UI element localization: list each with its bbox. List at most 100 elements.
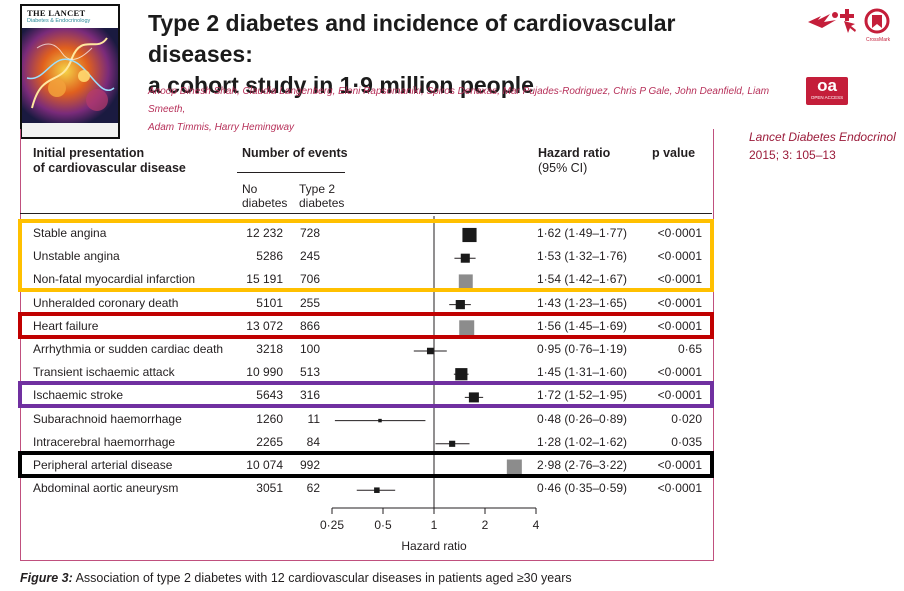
row-hazard-ratio-ci: 1·53 (1·32–1·76) <box>537 249 628 264</box>
row-type2-events: 513 <box>299 365 320 380</box>
cover-masthead-subtitle: Diabetes & Endocrinology <box>27 18 91 24</box>
row-hazard-ratio-ci: 0·95 (0·76–1·19) <box>537 342 628 356</box>
x-tick-label: 0·5 <box>374 518 392 532</box>
hazard-ratio-marker <box>462 227 477 243</box>
cover-artwork <box>22 28 118 123</box>
row-no-diabetes-events: 10 990 <box>246 365 283 380</box>
forest-row-unheralded-coronary-death <box>449 300 471 310</box>
hazard-ratio-marker <box>459 320 475 336</box>
article-title-line2: a cohort study in 1·9 million people <box>148 72 534 98</box>
row-p-value: <0·0001 <box>657 226 702 240</box>
cover-masthead: THE LANCET Diabetes & Endocrinology <box>22 6 118 28</box>
forest-plot-marks <box>334 227 522 493</box>
row-type2-events: 992 <box>299 458 320 472</box>
header-hr-line1: Hazard ratio <box>538 146 611 160</box>
highlight-heart-failure <box>18 311 714 339</box>
row-no-diabetes-events: 1260 <box>256 411 283 426</box>
forest-row-non-fatal-myocardial-infarction <box>458 274 473 289</box>
forest-row-heart-failure <box>459 320 475 336</box>
header-events-rule <box>237 172 345 173</box>
forest-row-abdominal-aortic-aneurysm <box>356 487 396 493</box>
hazard-ratio-marker <box>506 459 522 475</box>
forest-row-unstable-angina <box>454 253 476 263</box>
row-type2-events: 316 <box>299 388 320 403</box>
row-p-value: <0·0001 <box>657 249 702 264</box>
row-type2-events: 255 <box>299 295 320 310</box>
hazard-ratio-marker <box>449 440 456 447</box>
row-p-value: <0·0001 <box>657 388 702 403</box>
crossmark-label: CrossMark <box>866 37 891 43</box>
highlight-peripheral <box>18 451 714 478</box>
header-initial-presentation: Initial presentation of cardiovascular d… <box>33 146 186 176</box>
row-label: Ischaemic stroke <box>33 388 124 403</box>
row-no-diabetes-events: 10 074 <box>246 458 283 472</box>
header-type2-line2: diabetes <box>299 196 345 210</box>
bird-icon <box>808 12 838 28</box>
row-hazard-ratio-ci: 0·46 (0·35–0·59) <box>537 481 628 496</box>
row-p-value: 0·65 <box>677 342 702 356</box>
row-hazard-ratio-ci: 1·56 (1·45–1·69) <box>537 318 628 333</box>
open-access-badge-text: oa <box>817 76 837 95</box>
forest-row-arrhythmia-or-sudden-cardiac-death <box>413 347 447 355</box>
forest-row-peripheral-arterial-disease <box>506 459 522 475</box>
row-no-diabetes-events: 5643 <box>256 388 283 403</box>
x-tick-label: 4 <box>533 518 540 532</box>
row-type2-events: 11 <box>307 411 320 426</box>
header-hazard-ratio: Hazard ratio (95% CI) <box>538 146 610 176</box>
row-label: Stable angina <box>33 226 107 240</box>
forest-row-intracerebral-haemorrhage <box>435 440 470 447</box>
row-label: Unstable angina <box>33 249 120 264</box>
row-hazard-ratio-ci: 2·98 (2·76–3·22) <box>537 458 628 472</box>
row-type2-events: 100 <box>299 342 320 356</box>
row-hazard-ratio-ci: 1·72 (1·52–1·95) <box>537 388 628 403</box>
row-p-value: <0·0001 <box>657 318 702 333</box>
forest-plot-axes: 0·25 0·5 1 2 4 Hazard ratio <box>320 216 540 553</box>
forest-row-transient-ischaemic-attack <box>453 368 469 381</box>
header-no-diabetes-line1: No <box>242 182 258 196</box>
x-axis-label: Hazard ratio <box>401 539 467 553</box>
header-type2-line1: Type 2 <box>299 182 336 196</box>
row-p-value: <0·0001 <box>657 295 702 310</box>
hazard-ratio-marker <box>374 487 380 493</box>
header-presentation-line1: Initial presentation <box>33 146 145 160</box>
authors-line1: Anoop Dinesh Shah, Claudia Langenberg, E… <box>148 86 770 115</box>
citation-journal: Lancet Diabetes Endocrinol <box>749 130 896 144</box>
crossmark-icon <box>864 8 890 34</box>
highlight-coronary <box>18 219 714 293</box>
header-p-value: p value <box>652 146 696 160</box>
row-label: Abdominal aortic aneurysm <box>33 481 179 496</box>
pointer-hand-icon <box>840 9 856 33</box>
row-hazard-ratio-ci: 1·45 (1·31–1·60) <box>537 365 628 380</box>
open-access-badge: oa OPEN ACCESS <box>806 76 848 105</box>
hazard-ratio-marker <box>426 347 434 355</box>
article-authors: Anoop Dinesh Shah, Claudia Langenberg, E… <box>148 83 798 137</box>
figure-caption: Figure 3: Association of type 2 diabetes… <box>20 571 572 585</box>
header-hr-line2: (95% CI) <box>538 161 588 175</box>
cover-footer <box>22 123 118 137</box>
citation-reference: 2015; 3: 105–13 <box>749 148 836 162</box>
x-tick-label: 0·25 <box>320 518 344 532</box>
hazard-ratio-marker <box>455 300 465 310</box>
row-p-value: <0·0001 <box>657 365 702 380</box>
row-no-diabetes-events: 5101 <box>256 295 283 310</box>
forest-row-stable-angina <box>462 227 477 243</box>
authors-line2: Adam Timmis, Harry Hemingway <box>148 122 295 133</box>
header-presentation-line2: of cardiovascular disease <box>33 161 186 175</box>
header-number-of-events: Number of events <box>242 146 348 160</box>
row-p-value: <0·0001 <box>657 272 702 287</box>
header-bottom-rule <box>20 213 712 214</box>
row-type2-events: 728 <box>299 226 320 240</box>
figure-frame <box>20 129 714 561</box>
row-label: Unheralded coronary death <box>33 295 179 310</box>
row-type2-events: 245 <box>299 249 320 264</box>
row-label: Heart failure <box>33 318 99 333</box>
caption-text: Association of type 2 diabetes with 12 c… <box>72 571 572 585</box>
hazard-ratio-marker <box>455 368 468 381</box>
caption-lead: Figure 3: <box>20 571 73 585</box>
header-no-diabetes: No diabetes <box>242 182 287 210</box>
journal-cover-image: THE LANCET Diabetes & Endocrinology <box>20 4 120 139</box>
hazard-ratio-marker <box>378 418 382 423</box>
row-label: Peripheral arterial disease <box>33 458 173 472</box>
row-label: Non-fatal myocardial infarction <box>33 272 196 287</box>
